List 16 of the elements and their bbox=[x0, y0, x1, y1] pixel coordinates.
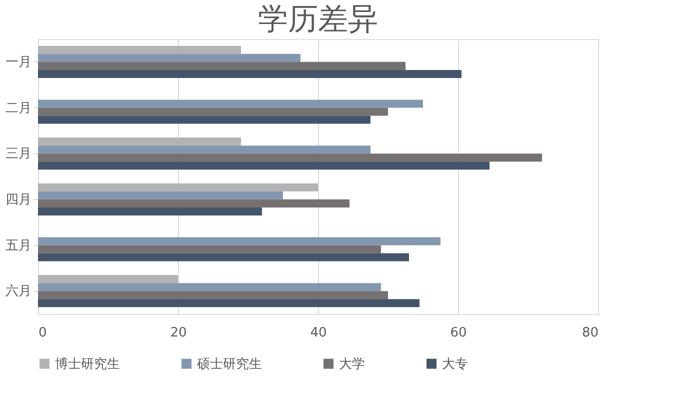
y-tick-label: 三月 bbox=[6, 146, 32, 162]
y-tick-label: 五月 bbox=[6, 238, 32, 254]
y-tick-label: 六月 bbox=[6, 284, 32, 300]
x-tick-label: 40 bbox=[310, 326, 327, 340]
chart-title: 学历差异 bbox=[258, 2, 378, 37]
x-tick-label: 60 bbox=[450, 326, 467, 340]
x-tick-label: 20 bbox=[170, 326, 187, 340]
x-tick-label: 80 bbox=[582, 326, 598, 340]
x-tick-label: 0 bbox=[38, 326, 47, 340]
y-tick-label: 二月 bbox=[6, 100, 32, 116]
legend-label: 大专 bbox=[442, 356, 468, 372]
y-tick-label: 四月 bbox=[6, 192, 32, 208]
legend-label: 博士研究生 bbox=[55, 356, 120, 372]
legend-label: 大学 bbox=[339, 356, 365, 372]
y-tick-label: 一月 bbox=[6, 54, 32, 70]
legend-label: 硕士研究生 bbox=[196, 356, 262, 372]
